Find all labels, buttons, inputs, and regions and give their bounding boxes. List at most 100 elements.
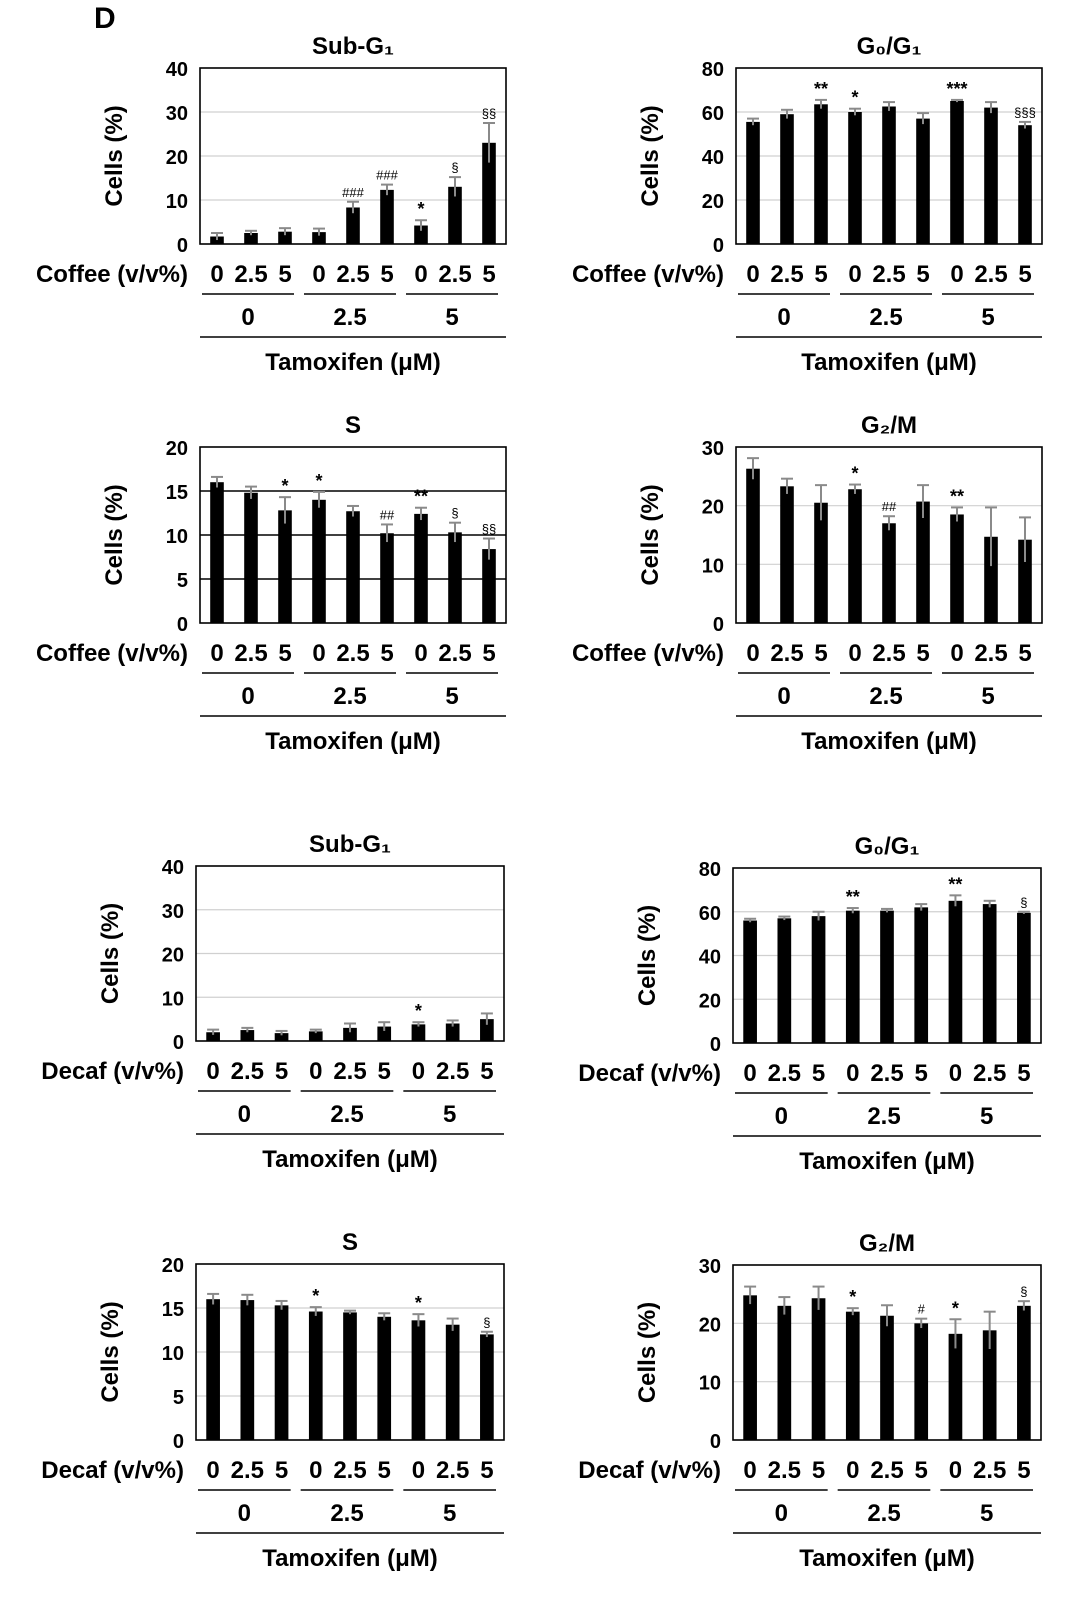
bar [210,482,224,623]
x-tick-label: 0 [412,1058,425,1085]
group-label: 2.5 [869,304,902,331]
x-tick-label: 0 [848,640,861,667]
x-tick-label: 5 [812,1060,825,1087]
x-tick-label: 0 [746,261,759,288]
x-tick-label: 5 [480,1457,493,1484]
bar [1017,1305,1031,1440]
x-tick-label: 2.5 [770,640,803,667]
x-tick-label: 2.5 [234,261,267,288]
bar [445,1023,460,1041]
bar [948,900,963,1043]
bar [278,231,292,244]
significance-label: * [312,1286,319,1306]
significance-label: * [851,464,858,484]
x-tick-label: 5 [380,640,393,667]
y-tick-label: 80 [699,859,721,881]
bar [448,532,462,623]
y-tick-label: 20 [166,147,188,169]
bar [948,1333,963,1440]
x-tick-label: 2.5 [436,1457,469,1484]
bar [274,1033,289,1041]
treatment-label: Decaf (v/v%) [41,1058,184,1085]
y-tick-label: 0 [177,614,188,636]
significance-label: § [1020,1284,1027,1299]
x-tick-label: 0 [949,1457,962,1484]
y-axis-label: Cells (%) [101,484,128,585]
y-tick-label: 40 [162,857,184,879]
significance-label: ** [846,887,860,907]
y-axis-label: Cells (%) [101,105,128,206]
bar [377,1026,392,1041]
x-axis-label: Tamoxifen (μM) [799,1148,975,1175]
y-axis-label: Cells (%) [637,484,664,585]
significance-label: ### [342,185,364,200]
bar [380,189,394,244]
group-label: 2.5 [330,1500,363,1527]
x-tick-label: 2.5 [333,1457,366,1484]
bar [346,511,360,623]
significance-label: * [415,1001,422,1021]
x-tick-label: 2.5 [872,261,905,288]
y-tick-label: 5 [177,570,188,592]
significance-label: *** [946,79,967,99]
bar [244,233,258,244]
group-label: 2.5 [333,304,366,331]
y-axis-label: Cells (%) [634,1302,661,1403]
bar [414,225,428,244]
y-axis-label: Cells (%) [97,1301,124,1402]
bar [845,910,860,1043]
bar [950,101,964,244]
x-axis-label: Tamoxifen (μM) [262,1545,438,1572]
chart-title: G₀/G₁ [857,33,922,60]
bar [814,104,828,244]
x-axis-label: Tamoxifen (μM) [265,349,441,376]
significance-label: * [849,1287,856,1307]
x-tick-label: 2.5 [438,261,471,288]
plot-frame [732,1264,1042,1441]
x-tick-label: 5 [915,1457,928,1484]
x-tick-label: 2.5 [231,1058,264,1085]
x-tick-label: 2.5 [870,1060,903,1087]
bar [343,1027,357,1041]
y-tick-label: 0 [710,1431,721,1453]
bar [882,523,896,623]
y-tick-label: 20 [699,1314,721,1336]
x-tick-label: 2.5 [770,261,803,288]
significance-label: § [483,1315,490,1330]
y-axis-label: Cells (%) [637,105,664,206]
bar [845,1311,860,1440]
y-tick-label: 5 [173,1387,184,1409]
bar [1018,539,1032,623]
y-tick-label: 20 [166,438,188,460]
bar [346,207,360,244]
x-axis-label: Tamoxifen (μM) [265,728,441,755]
x-tick-label: 2.5 [768,1457,801,1484]
x-tick-label: 0 [412,1457,425,1484]
x-tick-label: 0 [848,261,861,288]
group-label: 0 [238,1500,251,1527]
bar [482,549,496,623]
bar [984,107,998,244]
bar [312,232,326,244]
y-tick-label: 0 [713,614,724,636]
x-tick-label: 2.5 [768,1060,801,1087]
x-tick-label: 5 [1017,1060,1030,1087]
bar [916,501,930,623]
bar [240,1030,255,1041]
y-tick-label: 10 [166,526,188,548]
group-label: 2.5 [330,1101,363,1128]
chart-title: G₀/G₁ [855,833,920,860]
x-tick-label: 5 [275,1457,288,1484]
bar [848,489,862,623]
significance-label: ** [948,874,962,894]
y-tick-label: 20 [699,990,721,1012]
y-tick-label: 30 [162,901,184,923]
y-tick-label: 0 [710,1034,721,1056]
chart-title: G₂/M [859,1230,915,1257]
x-tick-label: 5 [482,640,495,667]
y-tick-label: 10 [699,1373,721,1395]
significance-label: ** [814,79,828,99]
group-label: 5 [981,304,994,331]
bar [880,1315,894,1440]
